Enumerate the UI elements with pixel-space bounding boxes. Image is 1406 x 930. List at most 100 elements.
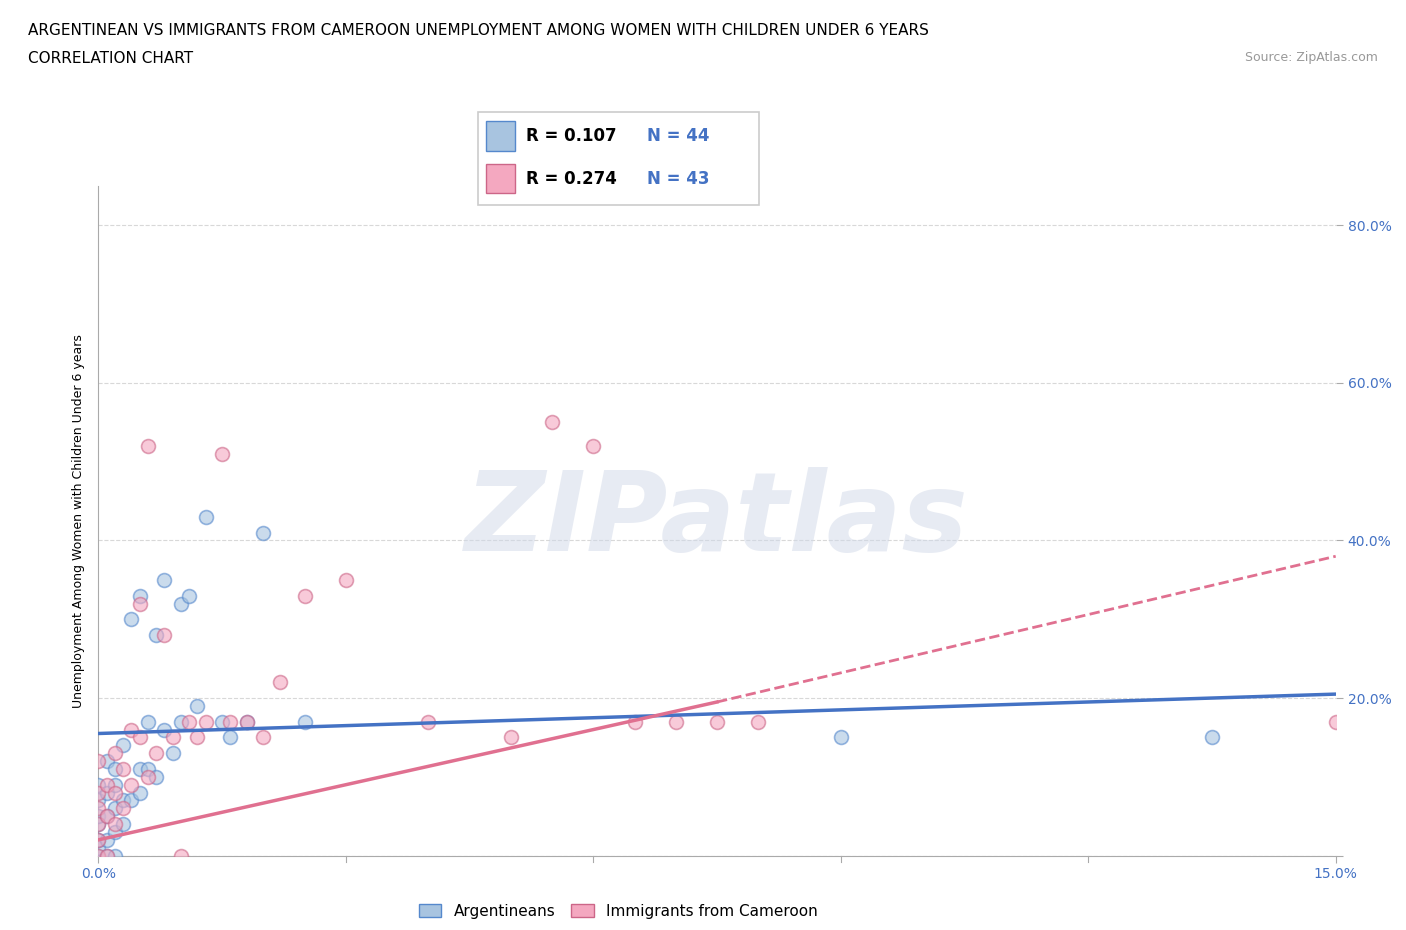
Point <box>179 588 201 603</box>
Point <box>830 730 852 745</box>
Text: N = 43: N = 43 <box>647 169 709 188</box>
Point <box>136 769 159 784</box>
Point <box>87 848 110 863</box>
Text: Source: ZipAtlas.com: Source: ZipAtlas.com <box>1244 51 1378 64</box>
Point <box>219 714 242 729</box>
Point <box>104 848 127 863</box>
Point <box>219 730 242 745</box>
Bar <box>486 164 515 193</box>
Point <box>87 832 110 847</box>
Point <box>136 762 159 777</box>
Point <box>112 817 135 831</box>
Point <box>87 841 110 856</box>
Point <box>87 753 110 768</box>
Point <box>194 510 217 525</box>
Text: N = 44: N = 44 <box>647 126 709 145</box>
Point <box>87 848 110 863</box>
Point <box>186 698 208 713</box>
Point <box>96 809 118 824</box>
Point <box>120 777 142 792</box>
Point <box>170 848 193 863</box>
Point <box>252 730 274 745</box>
Point <box>104 777 127 792</box>
Point <box>96 777 118 792</box>
Point <box>96 848 118 863</box>
Point <box>211 714 233 729</box>
Point <box>236 714 259 729</box>
Point <box>153 573 176 588</box>
Point <box>87 785 110 800</box>
FancyBboxPatch shape <box>478 112 759 205</box>
Point <box>136 439 159 454</box>
Point <box>194 714 217 729</box>
Point <box>104 825 127 840</box>
Point <box>120 612 142 627</box>
Point <box>128 730 150 745</box>
Legend: Argentineans, Immigrants from Cameroon: Argentineans, Immigrants from Cameroon <box>412 897 824 925</box>
Point <box>236 714 259 729</box>
Point <box>1201 730 1223 745</box>
Point <box>186 730 208 745</box>
Point <box>294 588 316 603</box>
Point <box>145 746 167 761</box>
Point <box>179 714 201 729</box>
Point <box>145 628 167 643</box>
Point <box>104 762 127 777</box>
Point <box>541 415 564 430</box>
Point <box>112 793 135 808</box>
Point <box>104 801 127 816</box>
Point <box>162 730 184 745</box>
Point <box>96 832 118 847</box>
Point <box>153 628 176 643</box>
Point <box>170 714 193 729</box>
Point <box>96 785 118 800</box>
Point <box>128 762 150 777</box>
Point <box>211 446 233 461</box>
Bar <box>486 121 515 151</box>
Point <box>87 817 110 831</box>
Point <box>747 714 769 729</box>
Point <box>104 746 127 761</box>
Point <box>112 762 135 777</box>
Point <box>1324 714 1347 729</box>
Point <box>120 793 142 808</box>
Point <box>96 809 118 824</box>
Point <box>665 714 688 729</box>
Point <box>87 801 110 816</box>
Text: R = 0.274: R = 0.274 <box>526 169 617 188</box>
Point <box>120 722 142 737</box>
Point <box>269 675 291 690</box>
Point <box>623 714 645 729</box>
Point <box>294 714 316 729</box>
Point <box>112 737 135 752</box>
Point <box>128 785 150 800</box>
Point <box>128 596 150 611</box>
Text: ARGENTINEAN VS IMMIGRANTS FROM CAMEROON UNEMPLOYMENT AMONG WOMEN WITH CHILDREN U: ARGENTINEAN VS IMMIGRANTS FROM CAMEROON … <box>28 23 929 38</box>
Point <box>136 714 159 729</box>
Point <box>162 746 184 761</box>
Point <box>104 817 127 831</box>
Point <box>335 573 357 588</box>
Point <box>104 785 127 800</box>
Y-axis label: Unemployment Among Women with Children Under 6 years: Unemployment Among Women with Children U… <box>72 334 84 708</box>
Point <box>706 714 728 729</box>
Point <box>128 588 150 603</box>
Point <box>582 439 605 454</box>
Text: R = 0.107: R = 0.107 <box>526 126 616 145</box>
Point <box>87 809 110 824</box>
Point <box>87 832 110 847</box>
Point <box>499 730 522 745</box>
Point <box>252 525 274 540</box>
Point <box>112 801 135 816</box>
Point <box>145 769 167 784</box>
Point <box>87 777 110 792</box>
Point <box>96 753 118 768</box>
Text: CORRELATION CHART: CORRELATION CHART <box>28 51 193 66</box>
Point <box>87 817 110 831</box>
Point <box>96 848 118 863</box>
Text: ZIPatlas: ZIPatlas <box>465 467 969 575</box>
Point <box>87 793 110 808</box>
Point <box>153 722 176 737</box>
Point <box>170 596 193 611</box>
Point <box>418 714 440 729</box>
